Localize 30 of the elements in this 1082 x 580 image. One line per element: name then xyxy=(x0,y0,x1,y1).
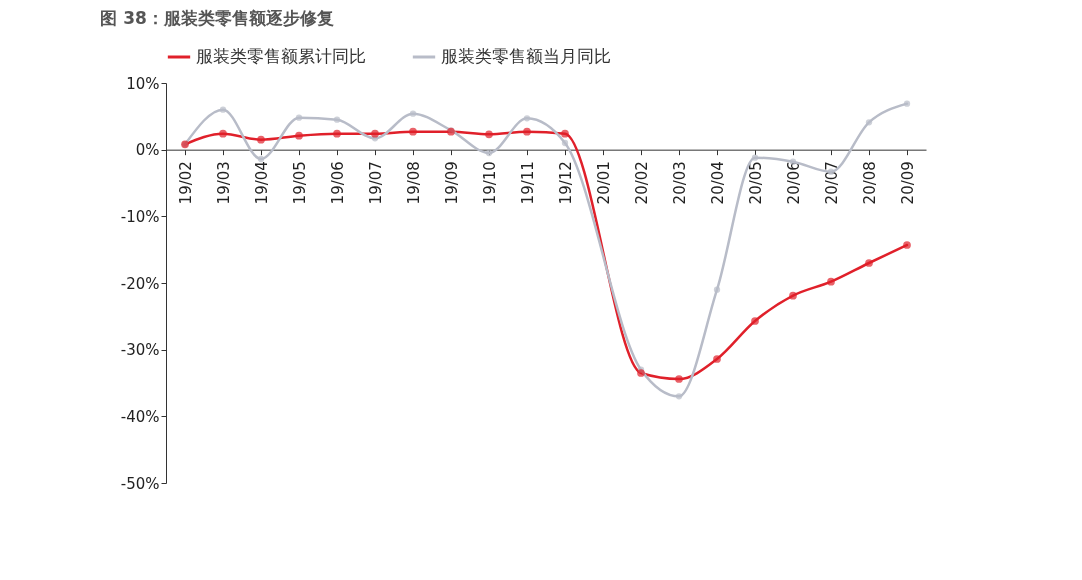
y-tick-label: -30% xyxy=(120,341,160,360)
x-tick-label: 20/04 xyxy=(708,161,727,205)
x-tick-label: 19/07 xyxy=(366,161,385,205)
x-tick-label: 19/06 xyxy=(328,161,347,205)
x-tick-label: 19/12 xyxy=(556,161,575,205)
x-tick-label: 19/02 xyxy=(176,161,195,205)
x-tick-label: 20/08 xyxy=(860,161,879,205)
x-tick-label: 20/03 xyxy=(670,161,689,205)
y-tick-label: -40% xyxy=(120,407,160,426)
x-tick-label: 19/03 xyxy=(214,161,233,205)
x-tick-label: 20/02 xyxy=(632,161,651,205)
x-tick-label: 19/04 xyxy=(252,161,271,205)
y-tick-label: -50% xyxy=(120,474,160,493)
chart-title: 图 38：服装类零售额逐步修复 xyxy=(100,8,334,28)
y-tick-label: -20% xyxy=(120,274,160,293)
y-tick-label: 0% xyxy=(135,141,160,160)
x-tick-label: 20/07 xyxy=(822,161,841,205)
x-tick-label: 19/05 xyxy=(290,161,309,205)
legend-label: 服装类零售额当月同比 xyxy=(441,46,611,66)
y-tick-label: 10% xyxy=(126,74,160,93)
x-tick-label: 19/08 xyxy=(404,161,423,205)
x-tick-label: 20/05 xyxy=(746,161,765,205)
x-tick-label: 20/01 xyxy=(594,161,613,205)
y-tick-label: -10% xyxy=(120,207,160,226)
x-tick-label: 20/06 xyxy=(784,161,803,205)
legend-label: 服装类零售额累计同比 xyxy=(196,46,366,66)
x-tick-label: 19/09 xyxy=(442,161,461,205)
x-tick-label: 19/10 xyxy=(480,161,499,205)
x-tick-label: 20/09 xyxy=(898,161,917,205)
x-tick-label: 19/11 xyxy=(518,161,537,205)
